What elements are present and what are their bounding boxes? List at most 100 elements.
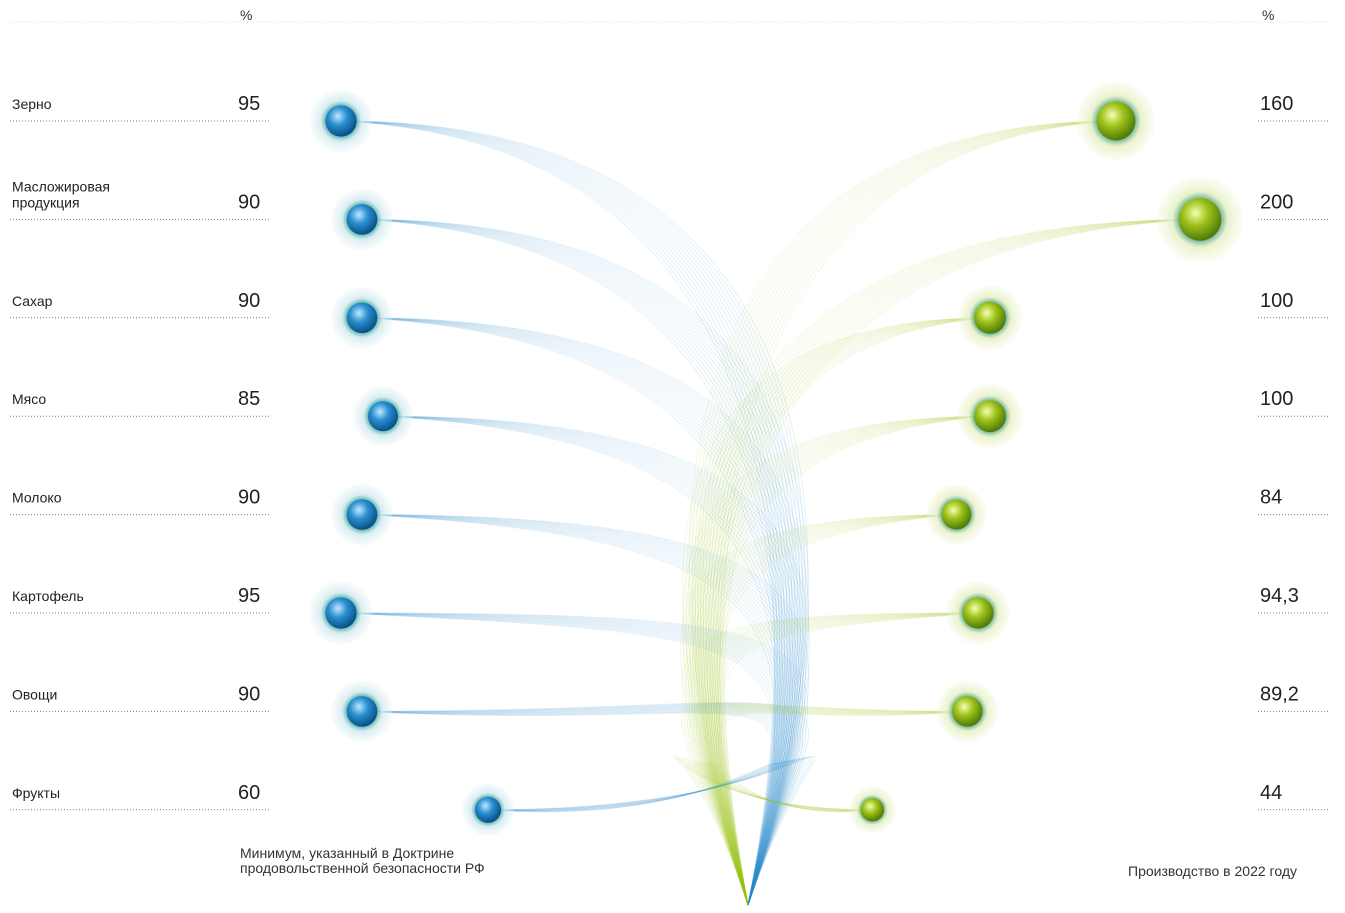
arc	[340, 612, 776, 906]
arc	[361, 514, 793, 906]
arc	[361, 710, 781, 906]
arc	[704, 708, 968, 906]
arc	[487, 763, 779, 906]
arc	[361, 514, 799, 906]
arc	[361, 708, 788, 906]
arc	[361, 317, 778, 906]
arc	[361, 706, 796, 906]
arc	[361, 218, 804, 906]
arc	[687, 612, 979, 906]
arc	[340, 612, 795, 906]
arc	[687, 703, 968, 906]
arc	[691, 317, 991, 906]
arc	[717, 218, 1201, 906]
value-label: 95	[238, 93, 260, 115]
arc	[702, 612, 979, 906]
bubble	[474, 796, 502, 823]
arc	[683, 757, 873, 906]
arc	[361, 218, 799, 906]
arc	[382, 415, 789, 906]
arc	[361, 317, 804, 906]
value-label: 90	[238, 191, 260, 213]
arc	[700, 317, 991, 906]
bubble	[941, 499, 972, 530]
arc	[696, 612, 979, 906]
arc	[487, 758, 801, 906]
arc	[681, 612, 979, 906]
arc	[691, 415, 991, 906]
arc	[712, 514, 957, 906]
arc	[340, 612, 780, 906]
arc	[361, 218, 788, 906]
category-label: Картофель	[12, 588, 84, 604]
arc	[361, 317, 796, 906]
arc	[705, 120, 1117, 906]
category-label: Фрукты	[12, 785, 60, 801]
arc	[705, 761, 873, 906]
arc	[361, 703, 804, 906]
arc	[686, 514, 957, 906]
arc	[712, 218, 1201, 906]
arc	[715, 514, 957, 906]
arc	[701, 707, 968, 906]
arc	[711, 317, 991, 906]
arc	[719, 317, 991, 906]
arc	[710, 612, 979, 906]
arc	[707, 612, 979, 906]
arc	[361, 317, 783, 906]
arc	[382, 415, 794, 906]
bubble	[325, 105, 357, 137]
arc	[703, 514, 957, 906]
value-label: 95	[238, 585, 260, 607]
arc	[719, 415, 991, 906]
arc	[361, 317, 810, 906]
arc	[694, 415, 991, 906]
arc	[712, 710, 968, 906]
arc	[382, 415, 799, 906]
arc	[361, 709, 786, 906]
arc	[487, 755, 816, 906]
arc	[697, 317, 991, 906]
legend-left: Минимум, указанный в Доктрине продовольст…	[240, 845, 485, 876]
bubble	[974, 301, 1006, 334]
arc	[698, 706, 968, 906]
unit-left: %	[240, 7, 252, 23]
bubble	[346, 696, 378, 727]
arc	[487, 761, 787, 906]
arc	[683, 702, 968, 906]
arc	[685, 415, 991, 906]
arc	[694, 317, 991, 906]
arc	[690, 612, 979, 906]
arc	[361, 702, 807, 906]
arc	[691, 120, 1117, 906]
arc	[382, 415, 781, 906]
arc	[707, 120, 1117, 906]
arc	[721, 218, 1201, 906]
arc	[361, 218, 791, 906]
arc	[714, 218, 1201, 906]
arc	[340, 612, 801, 906]
arc	[382, 415, 777, 906]
arc	[487, 760, 793, 906]
arc	[361, 704, 801, 906]
arc	[694, 120, 1117, 906]
arc	[361, 705, 799, 906]
arc	[695, 706, 968, 906]
arc	[361, 218, 793, 906]
value-label: 90	[238, 683, 260, 705]
arc	[361, 317, 786, 906]
arc	[711, 762, 873, 906]
bubble	[346, 499, 378, 530]
arc	[487, 762, 782, 906]
arc	[361, 514, 778, 906]
arc	[690, 704, 968, 906]
arc	[699, 612, 979, 906]
arc	[340, 120, 788, 906]
arc	[340, 120, 795, 906]
arc	[688, 317, 991, 906]
arc	[361, 218, 781, 906]
arc	[697, 120, 1117, 906]
arc	[715, 120, 1117, 906]
arc	[718, 710, 968, 906]
